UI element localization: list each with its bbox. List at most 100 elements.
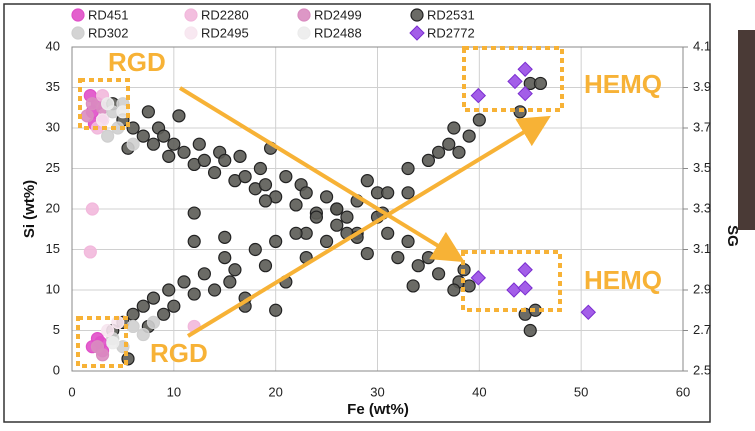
- legend-label: RD302: [88, 25, 128, 40]
- point: [517, 61, 533, 77]
- point: [421, 153, 436, 167]
- legend-marker: [71, 26, 85, 40]
- x-tick-label: 10: [167, 384, 181, 399]
- point: [106, 336, 120, 350]
- point: [381, 186, 395, 200]
- legend-item: RD2488: [297, 25, 362, 40]
- y-axis-label: Si (wt%): [21, 180, 38, 238]
- x-tick-label: 50: [574, 384, 588, 399]
- point: [228, 263, 242, 277]
- point: [421, 251, 436, 265]
- y2-tick-label: 2.7: [693, 322, 711, 337]
- point: [299, 186, 313, 200]
- point: [162, 149, 176, 163]
- legend-marker: [410, 8, 424, 22]
- point: [136, 299, 150, 313]
- point: [136, 327, 150, 342]
- point: [157, 307, 171, 321]
- y-tick-label: 15: [46, 241, 60, 256]
- legend-item: RD2772: [409, 25, 475, 41]
- point: [101, 129, 115, 143]
- y2-tick-label: 3.5: [693, 160, 711, 175]
- point: [253, 161, 267, 176]
- y-tick-label: 35: [46, 79, 60, 94]
- point: [85, 202, 99, 216]
- point: [83, 245, 97, 259]
- legend-label: RD2495: [201, 25, 249, 40]
- x-axis-label: Fe (wt%): [347, 401, 409, 418]
- point: [269, 234, 283, 248]
- legend-marker: [297, 8, 311, 22]
- point: [187, 287, 201, 301]
- point: [442, 137, 456, 151]
- legend-marker: [184, 8, 198, 22]
- point: [141, 105, 155, 119]
- point: [233, 149, 247, 163]
- point: [95, 348, 110, 362]
- annotation: RGD: [150, 338, 208, 368]
- arrow: [178, 86, 465, 263]
- point: [319, 234, 334, 248]
- legend-marker: [409, 25, 425, 41]
- y-tick-label: 20: [46, 200, 60, 215]
- point: [517, 280, 533, 296]
- point: [157, 129, 171, 143]
- point: [248, 242, 262, 257]
- point: [258, 259, 273, 273]
- point: [447, 121, 461, 135]
- point: [401, 161, 415, 176]
- annotation: HEMQ: [584, 265, 662, 295]
- point: [218, 153, 232, 167]
- y2-tick-label: 2.9: [693, 281, 711, 296]
- point: [447, 283, 461, 297]
- point: [126, 319, 140, 334]
- point: [517, 85, 533, 102]
- point: [116, 105, 130, 119]
- point: [126, 121, 140, 135]
- y2-tick-label: 3.3: [693, 200, 711, 215]
- y-tick-label: 25: [46, 160, 60, 175]
- point: [507, 73, 523, 90]
- x-tick-label: 20: [268, 384, 282, 399]
- point: [517, 262, 533, 278]
- point: [146, 137, 161, 151]
- point: [207, 283, 222, 297]
- annotation-layer: RGD RGD HEMQ HEMQ: [76, 46, 662, 368]
- y-tick-label: 5: [53, 322, 60, 337]
- x-tick-label: 60: [676, 384, 690, 399]
- point: [207, 165, 222, 180]
- legend-marker: [184, 26, 198, 40]
- point: [279, 170, 293, 184]
- point: [126, 307, 140, 321]
- legend-item: RD2531: [410, 7, 475, 22]
- point: [136, 129, 150, 143]
- dashed-box: [462, 46, 564, 112]
- point: [197, 153, 211, 167]
- point: [187, 206, 201, 220]
- point: [289, 198, 303, 212]
- point: [391, 251, 405, 265]
- point: [470, 87, 487, 104]
- y2-tick-label: 2.5: [693, 362, 711, 377]
- point: [146, 315, 161, 329]
- y2-tick-label: 3.7: [693, 119, 711, 134]
- point: [289, 226, 303, 240]
- point: [95, 113, 110, 127]
- point: [360, 174, 374, 188]
- legend-label: RD2772: [427, 25, 475, 40]
- dashed-box: [461, 250, 562, 312]
- legend-item: RD2280: [184, 7, 249, 22]
- point: [533, 76, 548, 91]
- point: [269, 303, 283, 317]
- point: [432, 267, 446, 281]
- dashed-box: [76, 316, 128, 368]
- point: [523, 323, 537, 338]
- point: [167, 137, 181, 151]
- point: [167, 299, 181, 313]
- y2-axis-label: SG: [724, 225, 741, 247]
- point: [401, 234, 415, 248]
- legend-label: RD451: [88, 7, 128, 22]
- point: [238, 170, 252, 184]
- point: [462, 279, 476, 293]
